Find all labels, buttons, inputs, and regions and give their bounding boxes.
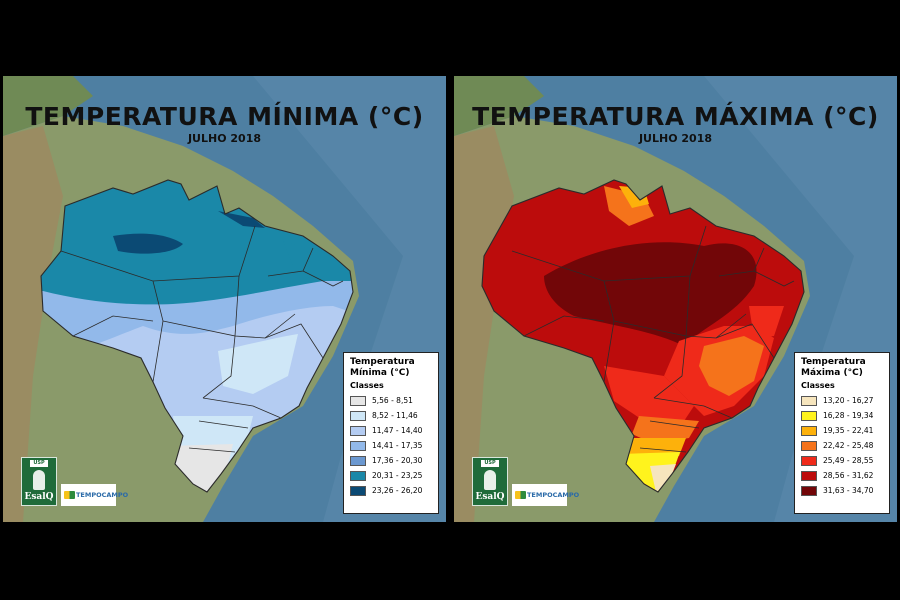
legend-row: 20,31 - 23,25	[350, 468, 432, 483]
map-title: TEMPERATURA MÍNIMA (°C)	[25, 102, 424, 131]
panel-minimum-temperature: TEMPERATURA MÍNIMA (°C) JULHO 2018 Tempe…	[3, 76, 446, 522]
legend-row: 23,26 - 26,20	[350, 483, 432, 498]
legend-row: 19,35 - 22,41	[801, 423, 883, 438]
legend-swatch	[801, 455, 817, 466]
legend-classes-label: Classes	[350, 381, 384, 390]
usp-label: USP	[481, 460, 499, 467]
legend-label: 13,20 - 16,27	[823, 396, 874, 405]
legend-classes-label: Classes	[801, 381, 835, 390]
legend-row: 8,52 - 11,46	[350, 408, 432, 423]
legend-row: 17,36 - 20,30	[350, 453, 432, 468]
legend-label: 11,47 - 14,40	[372, 426, 423, 435]
legend-label: 22,42 - 25,48	[823, 441, 874, 450]
legend-label: 14,41 - 17,35	[372, 441, 423, 450]
map-subtitle: JULHO 2018	[187, 132, 262, 145]
legend-label: 31,63 - 34,70	[823, 486, 874, 495]
tempocampo-icon	[515, 491, 526, 499]
legend-row: 22,42 - 25,48	[801, 438, 883, 453]
legend-swatch	[801, 470, 817, 481]
legend-label: 25,49 - 28,55	[823, 456, 874, 465]
land-central-america	[3, 76, 93, 136]
legend-label: 19,35 - 22,41	[823, 426, 874, 435]
legend-swatch	[350, 410, 366, 421]
legend-label: 16,28 - 19,34	[823, 411, 874, 420]
statue-icon	[33, 470, 45, 490]
panel-maximum-temperature: TEMPERATURA MÁXIMA (°C) JULHO 2018 Tempe…	[454, 76, 897, 522]
statue-icon	[484, 470, 496, 490]
tempocampo-label: TEMPOCAMPO	[527, 491, 580, 499]
legend-swatch	[801, 425, 817, 436]
legend-maximum-temperature: Temperatura Máxima (°C) Classes 13,20 - …	[794, 352, 890, 514]
map-minimum-temperature	[3, 76, 446, 522]
tempocampo-label: TEMPOCAMPO	[76, 491, 129, 499]
legend-swatch	[350, 440, 366, 451]
legend-swatch	[801, 440, 817, 451]
legend-label: 17,36 - 20,30	[372, 456, 423, 465]
legend-swatch	[350, 485, 366, 496]
legend-label: 5,56 - 8,51	[372, 396, 413, 405]
tempocampo-logo: TEMPOCAMPO	[61, 484, 128, 506]
legend-row: 28,56 - 31,62	[801, 468, 883, 483]
map-subtitle: JULHO 2018	[638, 132, 713, 145]
legend-swatch	[801, 485, 817, 496]
usp-label: USP	[30, 460, 48, 467]
legend-swatch	[801, 395, 817, 406]
legend-row: 11,47 - 14,40	[350, 423, 432, 438]
land-central-america	[454, 76, 544, 136]
legend-swatch	[350, 455, 366, 466]
esalq-label: EsalQ	[475, 492, 505, 502]
legend-row: 16,28 - 19,34	[801, 408, 883, 423]
state-boundaries	[40, 179, 354, 493]
legend-row: 31,63 - 34,70	[801, 483, 883, 498]
map-title: TEMPERATURA MÁXIMA (°C)	[472, 102, 879, 131]
legend-label: 8,52 - 11,46	[372, 411, 418, 420]
legend-row: 14,41 - 17,35	[350, 438, 432, 453]
legend-row: 5,56 - 8,51	[350, 393, 432, 408]
legend-title: Temperatura Mínima (°C)	[350, 357, 415, 378]
legend-swatch	[350, 395, 366, 406]
legend-label: 23,26 - 26,20	[372, 486, 423, 495]
state-boundaries	[481, 179, 805, 493]
legend-row: 25,49 - 28,55	[801, 453, 883, 468]
esalq-logo: USP EsalQ	[472, 457, 508, 506]
tempocampo-icon	[64, 491, 75, 499]
legend-title: Temperatura Máxima (°C)	[801, 357, 866, 378]
legend-swatch	[350, 470, 366, 481]
legend-label: 20,31 - 23,25	[372, 471, 423, 480]
legend-minimum-temperature: Temperatura Mínima (°C) Classes 5,56 - 8…	[343, 352, 439, 514]
legend-swatch	[801, 410, 817, 421]
legend-row: 13,20 - 16,27	[801, 393, 883, 408]
land-andes	[3, 126, 63, 522]
legend-swatch	[350, 425, 366, 436]
esalq-logo: USP EsalQ	[21, 457, 57, 506]
esalq-label: EsalQ	[24, 492, 54, 502]
legend-label: 28,56 - 31,62	[823, 471, 874, 480]
tempocampo-logo: TEMPOCAMPO	[512, 484, 579, 506]
land-andes	[454, 126, 514, 522]
